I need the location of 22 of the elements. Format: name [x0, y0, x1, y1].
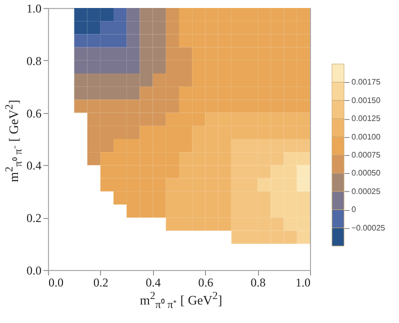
x-tick-label: 0.8	[250, 276, 266, 290]
y-tick-label: 0.2	[26, 211, 42, 226]
color-bar-label: 0.00075	[352, 150, 381, 160]
x-tick-label: 0.6	[198, 276, 214, 290]
x-tick-label: 0.0	[48, 276, 64, 290]
y-tick-label: 1.0	[26, 2, 42, 16]
x-tick-label: 1.0	[296, 276, 310, 290]
color-bar-label: 0.00100	[352, 132, 381, 142]
x-tick-label: 0.4	[146, 276, 161, 290]
y-tick-label: 0.0	[26, 264, 42, 278]
color-bar-label: 0.00050	[352, 168, 381, 178]
x-axis-title: m$^{2}$$_{π⁰ π⁺}$ [ GeV$^{2}$]	[140, 290, 222, 311]
color-bar-label: 0.00150	[352, 96, 381, 105]
y-tick-label: 0.8	[26, 54, 42, 68]
x-tick-label: 0.2	[93, 276, 108, 290]
color-bar-label: −0.00025	[352, 223, 386, 232]
y-tick-label: 0.4	[26, 158, 42, 173]
color-bar-label: 0.00025	[352, 186, 381, 196]
y-tick-label: 0.6	[26, 106, 42, 120]
color-bar-label: 0	[352, 205, 356, 214]
color-bar-label: 0.00175	[352, 78, 381, 87]
color-bar-label: 0.00125	[352, 114, 381, 124]
